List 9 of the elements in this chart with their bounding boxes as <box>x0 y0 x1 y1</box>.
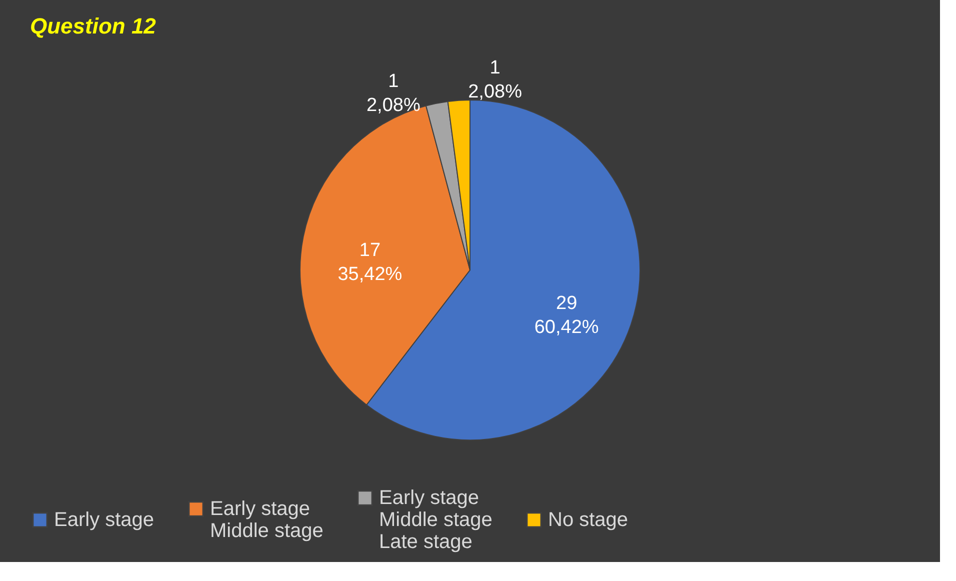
data-label: 29 60,42% <box>534 292 599 338</box>
data-label: 1 2,08% <box>468 58 522 103</box>
data-label: 17 35,42% <box>338 240 402 286</box>
legend-label: Early stage <box>54 508 154 531</box>
legend-label: Early stage Middle stage <box>210 498 324 542</box>
legend-label: Early stage Middle stage Late stage <box>379 487 492 553</box>
legend-label: No stage <box>548 508 628 531</box>
data-label: 1 2,08% <box>366 70 420 116</box>
chart-title: Question 12 <box>30 14 157 39</box>
